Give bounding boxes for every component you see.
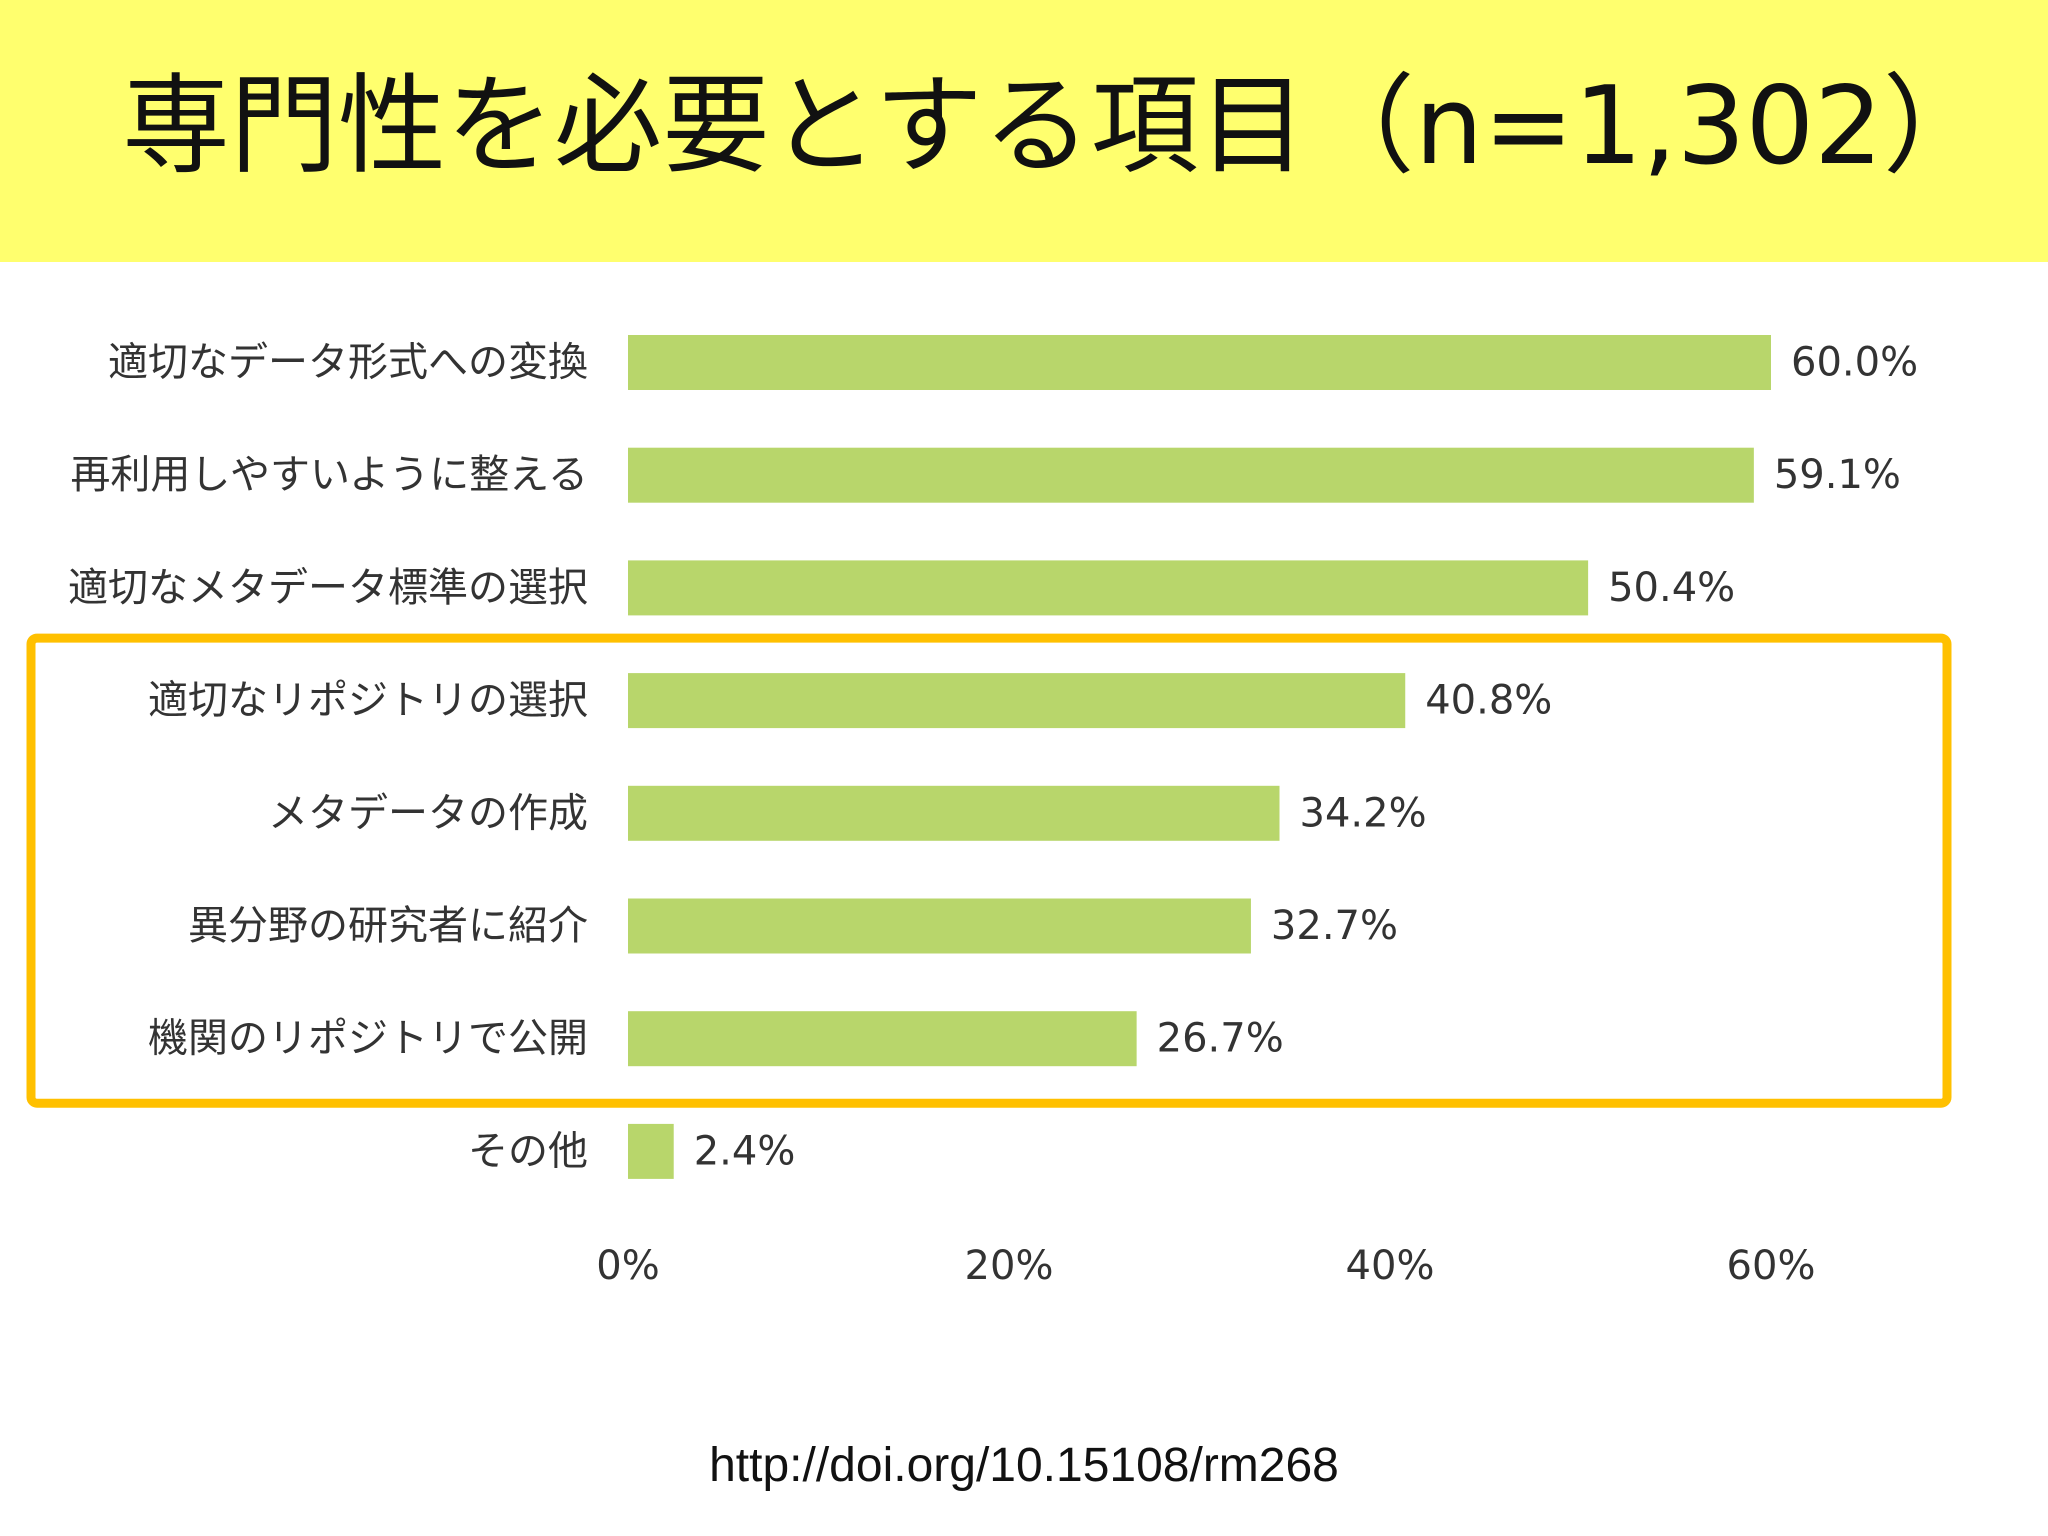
x-tick-label: 0% bbox=[596, 1243, 659, 1289]
page-title: 専門性を必要とする項目（n=1,302） bbox=[122, 64, 1991, 189]
category-labels: 適切なデータ形式への変換再利用しやすいように整える適切なメタデータ標準の選択適切… bbox=[68, 340, 588, 1175]
bars-layer bbox=[628, 335, 1771, 1179]
category-label: 適切なメタデータ標準の選択 bbox=[68, 565, 588, 611]
value-label: 60.0% bbox=[1791, 340, 1918, 386]
bar-4 bbox=[628, 673, 1406, 729]
value-labels: 60.0% 59.1% 50.4% 40.8% 34.2% 32.7% 26.7% 2.4% bbox=[694, 340, 1918, 1175]
value-label: 59.1% bbox=[1774, 452, 1901, 498]
title-band: 専門性を必要とする項目（n=1,302） bbox=[0, 0, 2048, 262]
category-label: 機関のリポジトリで公開 bbox=[148, 1016, 588, 1062]
value-label: 32.7% bbox=[1271, 903, 1398, 949]
value-label: 26.7% bbox=[1157, 1016, 1284, 1062]
x-tick-label: 40% bbox=[1346, 1243, 1435, 1289]
value-label: 34.2% bbox=[1300, 790, 1427, 836]
category-label: 適切なデータ形式への変換 bbox=[108, 340, 588, 386]
category-label: その他 bbox=[468, 1128, 588, 1174]
bar-5 bbox=[628, 785, 1280, 841]
bar-7 bbox=[628, 1011, 1137, 1067]
bar-8 bbox=[628, 1123, 674, 1179]
category-label: 異分野の研究者に紹介 bbox=[188, 903, 588, 949]
bar-chart: 適切なデータ形式への変換再利用しやすいように整える適切なメタデータ標準の選択適切… bbox=[26, 335, 1952, 1289]
value-label: 2.4% bbox=[694, 1128, 796, 1174]
value-label: 50.4% bbox=[1608, 565, 1735, 611]
category-label: 再利用しやすいように整える bbox=[70, 452, 588, 498]
bar-1 bbox=[628, 335, 1771, 390]
value-label: 40.8% bbox=[1425, 678, 1552, 724]
category-label: メタデータの作成 bbox=[268, 790, 588, 836]
source-url: http://doi.org/10.15108/rm268 bbox=[709, 1439, 1339, 1492]
x-axis-ticks: 0% 20% 40% 60% bbox=[596, 1243, 1815, 1289]
bar-2 bbox=[628, 447, 1754, 503]
bar-3 bbox=[628, 560, 1589, 616]
x-tick-label: 60% bbox=[1727, 1243, 1816, 1289]
highlight-box bbox=[26, 633, 1952, 1108]
x-tick-label: 20% bbox=[965, 1243, 1054, 1289]
category-label: 適切なリポジトリの選択 bbox=[148, 678, 588, 724]
bar-6 bbox=[628, 898, 1251, 954]
